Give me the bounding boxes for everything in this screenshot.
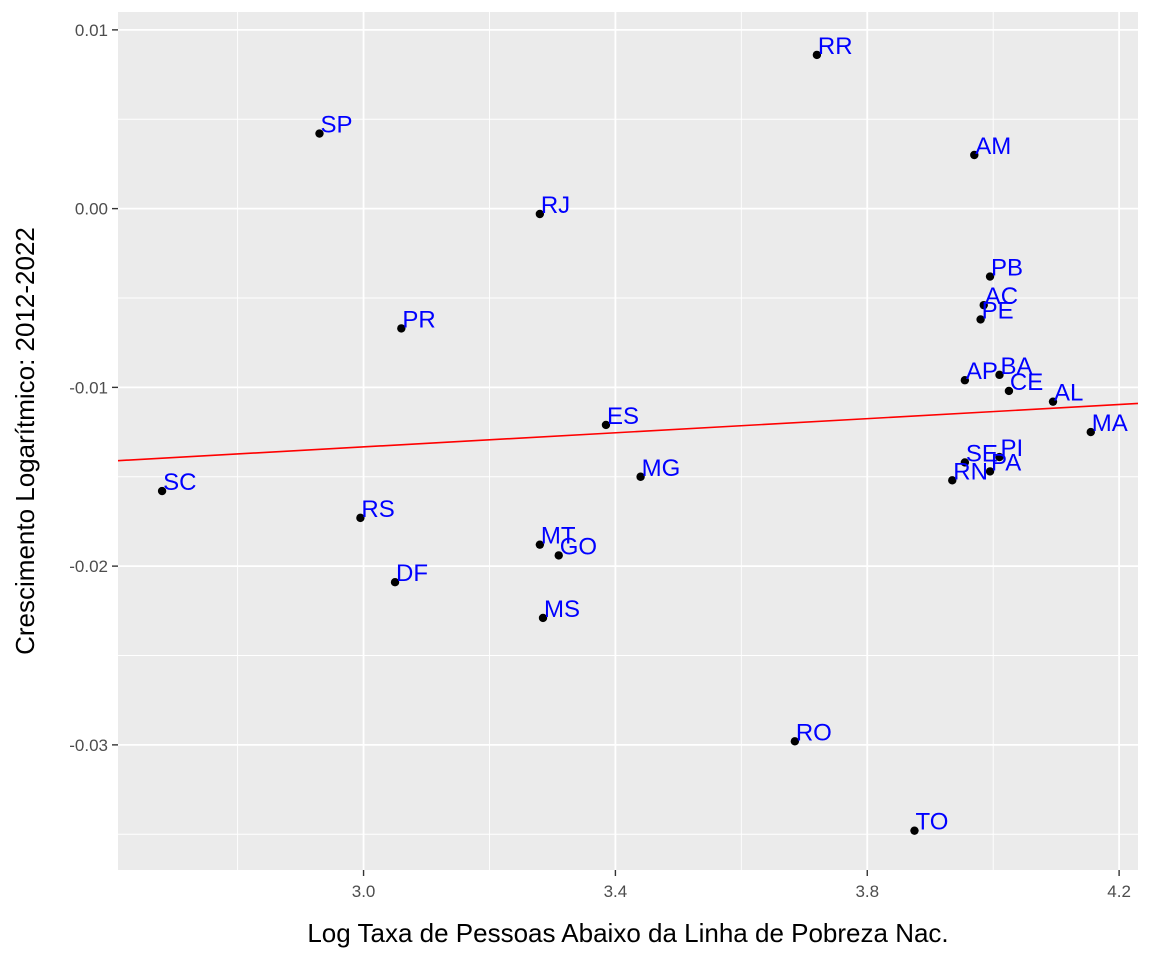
y-axis-title: Crescimento Logarítmico: 2012-2022: [10, 227, 40, 655]
data-point: [1086, 427, 1095, 437]
data-point: [979, 300, 988, 310]
point-label: AC: [985, 283, 1018, 310]
point-label: AM: [975, 133, 1011, 160]
data-point: [960, 458, 970, 467]
point-label: MT: [541, 523, 576, 550]
data-point: [985, 272, 995, 281]
point-label: BA: [1000, 353, 1032, 380]
point-label: SC: [163, 469, 196, 496]
data-point: [1004, 386, 1014, 396]
y-tick-label: 0.00: [75, 200, 108, 219]
x-axis: 3.0 3.4 3.8 4.2: [352, 870, 1131, 901]
y-tick-label: 0.01: [75, 21, 108, 40]
point-label: MG: [642, 455, 681, 482]
data-point: [601, 420, 611, 430]
point-label: AP: [966, 358, 998, 385]
data-point: [960, 376, 970, 385]
point-label: MS: [544, 596, 580, 623]
data-point: [157, 486, 167, 496]
data-point: [948, 476, 957, 485]
point-label: GO: [560, 533, 597, 560]
point-label: RJ: [541, 192, 570, 219]
point-label: RO: [796, 719, 832, 746]
data-point: [790, 737, 800, 746]
point-label: PA: [991, 449, 1021, 476]
data-point: [985, 467, 995, 476]
grid-minor: [118, 12, 1138, 870]
data-point: [554, 551, 563, 560]
point-label: RR: [818, 33, 853, 60]
data-point: [995, 370, 1004, 380]
point-label: CE: [1010, 369, 1043, 396]
point-label: SE: [966, 440, 998, 467]
data-point: [397, 324, 406, 333]
y-axis: 0.01 0.00 -0.01 -0.02 -0.03: [69, 21, 118, 755]
data-point: [1048, 397, 1058, 406]
data-point: [636, 472, 645, 481]
x-tick-label: 3.0: [352, 882, 376, 901]
y-tick-label: -0.03: [69, 736, 108, 755]
point-label: AL: [1054, 380, 1083, 407]
data-point: [538, 613, 548, 623]
data-point: [995, 452, 1004, 462]
data-point: [535, 209, 545, 219]
trend-line: [117, 402, 1139, 462]
data-point: [356, 513, 365, 523]
x-tick-label: 4.2: [1107, 882, 1131, 901]
point-label: TO: [915, 809, 948, 836]
data-point: [535, 540, 545, 549]
data-point: [910, 826, 919, 835]
point-label: PE: [982, 297, 1014, 324]
point-label: ES: [607, 403, 639, 430]
point-label: DF: [396, 560, 428, 587]
point-label: PI: [1000, 435, 1023, 462]
data-point: [315, 129, 324, 138]
data-point: [390, 578, 400, 587]
x-axis-title: Log Taxa de Pessoas Abaixo da Linha de P…: [307, 918, 948, 948]
x-tick-label: 3.8: [855, 882, 879, 901]
plot-panel: [118, 12, 1138, 870]
point-label: MA: [1092, 410, 1128, 437]
points-layer: [157, 50, 1095, 835]
y-tick-label: -0.01: [69, 378, 108, 397]
point-label: PB: [991, 255, 1023, 282]
point-label: RS: [361, 496, 394, 523]
point-label: RN: [953, 458, 988, 485]
x-tick-label: 3.4: [604, 882, 628, 901]
data-point: [976, 315, 985, 324]
point-label: SP: [320, 112, 352, 139]
y-tick-label: -0.02: [69, 557, 108, 576]
data-point: [812, 50, 822, 60]
data-point: [970, 150, 979, 160]
grid-major: [118, 12, 1138, 870]
point-label: PR: [402, 306, 435, 333]
